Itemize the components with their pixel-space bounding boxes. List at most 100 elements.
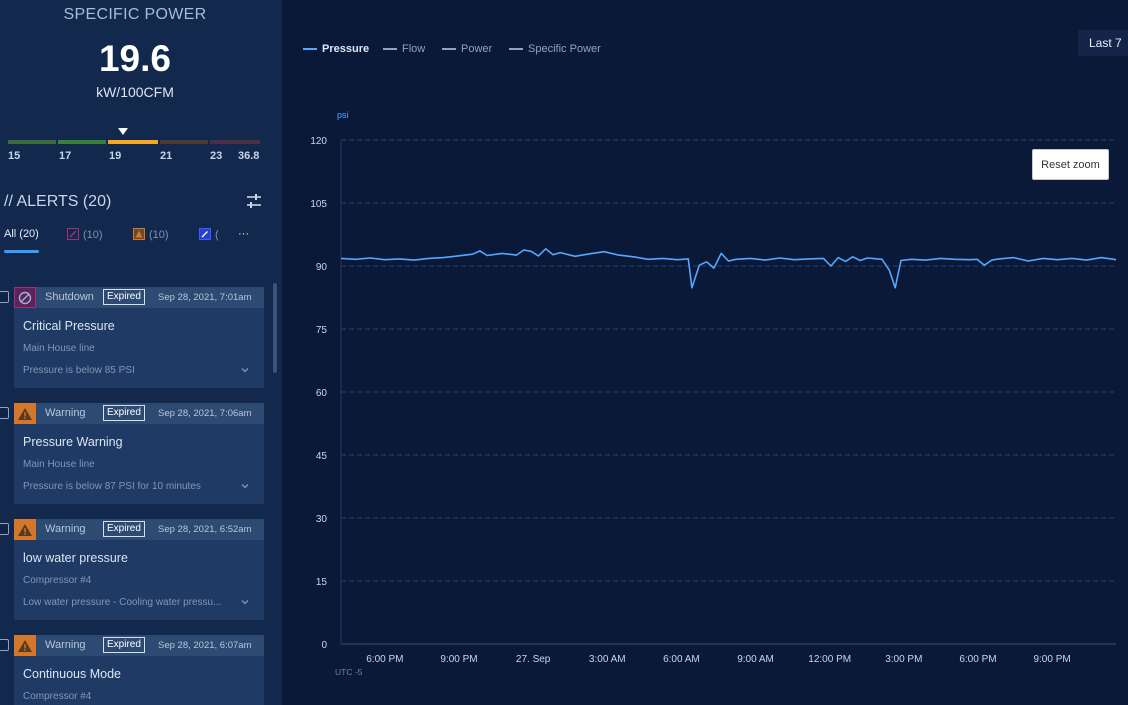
scale-label: 36.8 (238, 150, 260, 162)
x-tick-label: 9:00 PM (440, 654, 477, 665)
alert-date: Sep 28, 2021, 6:52am (158, 524, 252, 535)
chevron-down-icon[interactable] (240, 481, 250, 491)
alert-checkbox[interactable] (0, 407, 9, 419)
y-tick-label: 120 (310, 136, 327, 147)
series-line-pressure (340, 248, 1117, 289)
scale-label: 21 (160, 150, 173, 162)
specific-power-unit: kW/100CFM (96, 84, 174, 100)
alert-type: Shutdown (45, 291, 94, 303)
scale-marker-icon (118, 128, 128, 135)
scale-segment (160, 140, 208, 144)
alert-date: Sep 28, 2021, 6:07am (158, 640, 252, 651)
warning-icon (133, 228, 145, 240)
time-range-button[interactable]: Last 7 (1078, 30, 1128, 56)
status-badge: Expired (103, 405, 145, 421)
scale-segment (108, 140, 158, 144)
tab-maintenance[interactable]: ( (199, 228, 219, 241)
scale-label: 17 (59, 150, 72, 162)
alert-type: Warning (45, 407, 86, 419)
legend-item-power[interactable]: Power (442, 43, 492, 55)
x-tick-label: 9:00 PM (1033, 654, 1070, 665)
alert-checkbox[interactable] (0, 639, 9, 651)
alert-checkbox[interactable] (0, 523, 9, 535)
sliders-icon[interactable] (246, 192, 262, 210)
more-tabs-button[interactable]: ··· (238, 228, 249, 240)
warning-icon (14, 519, 36, 540)
alert-source: Compressor #4 (23, 575, 92, 586)
x-tick-label: 12:00 PM (808, 654, 851, 665)
shutdown-icon (14, 287, 36, 308)
alert-source: Compressor #4 (23, 691, 92, 702)
x-tick-label: 6:00 AM (663, 654, 700, 665)
alert-title: Continuous Mode (23, 667, 121, 681)
alert-description: Low water pressure - Cooling water press… (23, 597, 222, 608)
alert-date: Sep 28, 2021, 7:06am (158, 408, 252, 419)
shutdown-icon (67, 228, 79, 240)
chevron-down-icon[interactable] (240, 365, 250, 375)
alert-title: Critical Pressure (23, 319, 115, 333)
scale-label: 23 (210, 150, 223, 162)
specific-power-value: 19.6 (98, 38, 171, 79)
y-tick-label: 60 (316, 388, 328, 399)
alerts-scrollbar[interactable] (273, 283, 277, 373)
scale-label: 15 (8, 150, 21, 162)
chevron-down-icon[interactable] (240, 597, 250, 607)
y-tick-label: 90 (316, 262, 328, 273)
alert-description: Pressure is below 87 PSI for 10 minutes (23, 481, 201, 492)
alert-card[interactable]: Warning Expired Sep 28, 2021, 7:06am Pre… (14, 403, 264, 504)
y-tick-label: 105 (310, 199, 327, 210)
scale-segment (58, 140, 106, 144)
tab-label: (10) (149, 229, 169, 241)
legend-item-pressure[interactable]: Pressure (303, 43, 369, 55)
warning-icon (14, 403, 36, 424)
reset-zoom-button[interactable]: Reset zoom (1032, 149, 1109, 180)
alerts-title: // ALERTS (20) (4, 193, 112, 210)
status-badge: Expired (103, 521, 145, 537)
legend-label: Power (461, 43, 493, 55)
scale-label: 19 (109, 150, 122, 162)
timezone-label: UTC -5 (335, 667, 363, 677)
legend-label: Pressure (322, 43, 370, 55)
tab-label: (10) (83, 229, 103, 241)
status-badge: Expired (103, 289, 145, 305)
alert-card-header: Warning Expired Sep 28, 2021, 6:07am (14, 635, 264, 656)
y-tick-label: 75 (316, 325, 328, 336)
x-tick-label: 9:00 AM (737, 654, 774, 665)
chart-panel: Pressure Flow Power Specific Power Last … (282, 0, 1128, 705)
warning-icon (14, 635, 36, 656)
alert-card[interactable]: Warning Expired Sep 28, 2021, 6:52am low… (14, 519, 264, 620)
y-tick-label: 45 (316, 451, 328, 462)
specific-power-title: SPECIFIC POWER (63, 6, 207, 23)
tab-warning[interactable]: (10) (133, 228, 169, 241)
legend-item-flow[interactable]: Flow (383, 43, 425, 55)
legend-swatch (303, 48, 317, 50)
alert-description: Pressure is below 85 PSI (23, 365, 135, 376)
x-tick-label: 6:00 PM (959, 654, 996, 665)
tab-label: All (20) (4, 228, 39, 240)
x-tick-label: 3:00 PM (885, 654, 922, 665)
alert-card-header: Warning Expired Sep 28, 2021, 6:52am (14, 519, 264, 540)
alert-checkbox[interactable] (0, 291, 9, 303)
tab-all[interactable]: All (20) (4, 228, 39, 240)
alert-card-header: Warning Expired Sep 28, 2021, 7:06am (14, 403, 264, 424)
legend-swatch (383, 48, 397, 50)
alert-title: low water pressure (23, 551, 128, 565)
y-axis-unit: psi (337, 110, 349, 120)
alert-source: Main House line (23, 459, 95, 470)
alert-source: Main House line (23, 343, 95, 354)
left-panel: SPECIFIC POWER 19.6 kW/100CFM 15 17 19 2… (0, 0, 282, 705)
legend-label: Specific Power (528, 43, 601, 55)
pressure-chart[interactable]: psi 0 15 30 45 60 75 90 105 120 6:00 PM 9:00 PM 27. … (282, 100, 1128, 705)
alert-date: Sep 28, 2021, 7:01am (158, 292, 252, 303)
maintenance-icon (199, 228, 211, 240)
alert-title: Pressure Warning (23, 435, 123, 449)
scale-segment (210, 140, 260, 144)
legend-swatch (509, 48, 523, 50)
alert-card[interactable]: Shutdown Expired Sep 28, 2021, 7:01am Cr… (14, 287, 264, 388)
alert-card[interactable]: Warning Expired Sep 28, 2021, 6:07am Con… (14, 635, 264, 705)
legend-swatch (442, 48, 456, 50)
legend-item-specific-power[interactable]: Specific Power (509, 43, 601, 55)
y-tick-label: 15 (316, 577, 328, 588)
tab-shutdown[interactable]: (10) (67, 228, 103, 241)
x-tick-label: 3:00 AM (589, 654, 626, 665)
